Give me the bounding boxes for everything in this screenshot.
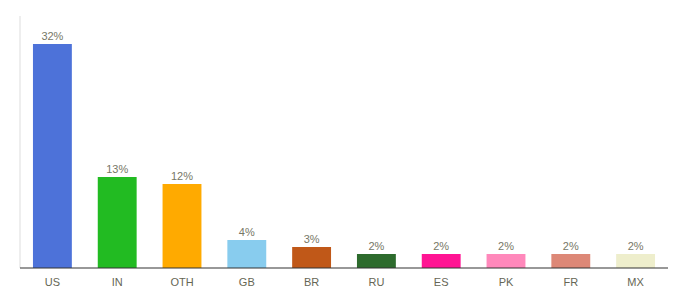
chart-svg: 32% 13% 12% 4% 3% 2% 2% 2% 2% 2% US IN OTH GB BR RU ES PK…: [0, 0, 680, 300]
bar: [357, 254, 396, 268]
data-label: 2%: [628, 240, 644, 252]
data-label: 12%: [171, 170, 193, 182]
bar: [422, 254, 461, 268]
x-tick-label: ES: [434, 276, 449, 288]
bar: [98, 177, 137, 268]
x-axis-line: [20, 267, 668, 268]
bar: [163, 184, 202, 268]
x-tick-label: PK: [499, 276, 514, 288]
bar: [33, 44, 72, 268]
bar: [551, 254, 590, 268]
data-label: 2%: [368, 240, 384, 252]
data-label: 2%: [433, 240, 449, 252]
data-label: 2%: [498, 240, 514, 252]
bar: [227, 240, 266, 268]
data-labels: 32% 13% 12% 4% 3% 2% 2% 2% 2% 2%: [41, 30, 643, 252]
x-tick-label: US: [45, 276, 60, 288]
y-range-line: [20, 16, 21, 268]
data-label: 2%: [563, 240, 579, 252]
chart-container: 32% 13% 12% 4% 3% 2% 2% 2% 2% 2% US IN OTH GB BR RU ES PK…: [0, 0, 680, 300]
x-tick-label: IN: [112, 276, 123, 288]
x-tick-label: BR: [304, 276, 319, 288]
x-tick-label: FR: [563, 276, 578, 288]
x-tick-label: MX: [627, 276, 644, 288]
data-label: 3%: [304, 233, 320, 245]
bar: [292, 247, 331, 268]
x-tick-label: GB: [239, 276, 255, 288]
data-label: 32%: [41, 30, 63, 42]
data-label: 4%: [239, 226, 255, 238]
bar: [487, 254, 526, 268]
data-label: 13%: [106, 163, 128, 175]
bar: [616, 254, 655, 268]
bars: [33, 44, 655, 268]
x-tick-label: OTH: [170, 276, 193, 288]
x-tick-labels: US IN OTH GB BR RU ES PK FR MX: [45, 276, 645, 288]
x-tick-label: RU: [368, 276, 384, 288]
